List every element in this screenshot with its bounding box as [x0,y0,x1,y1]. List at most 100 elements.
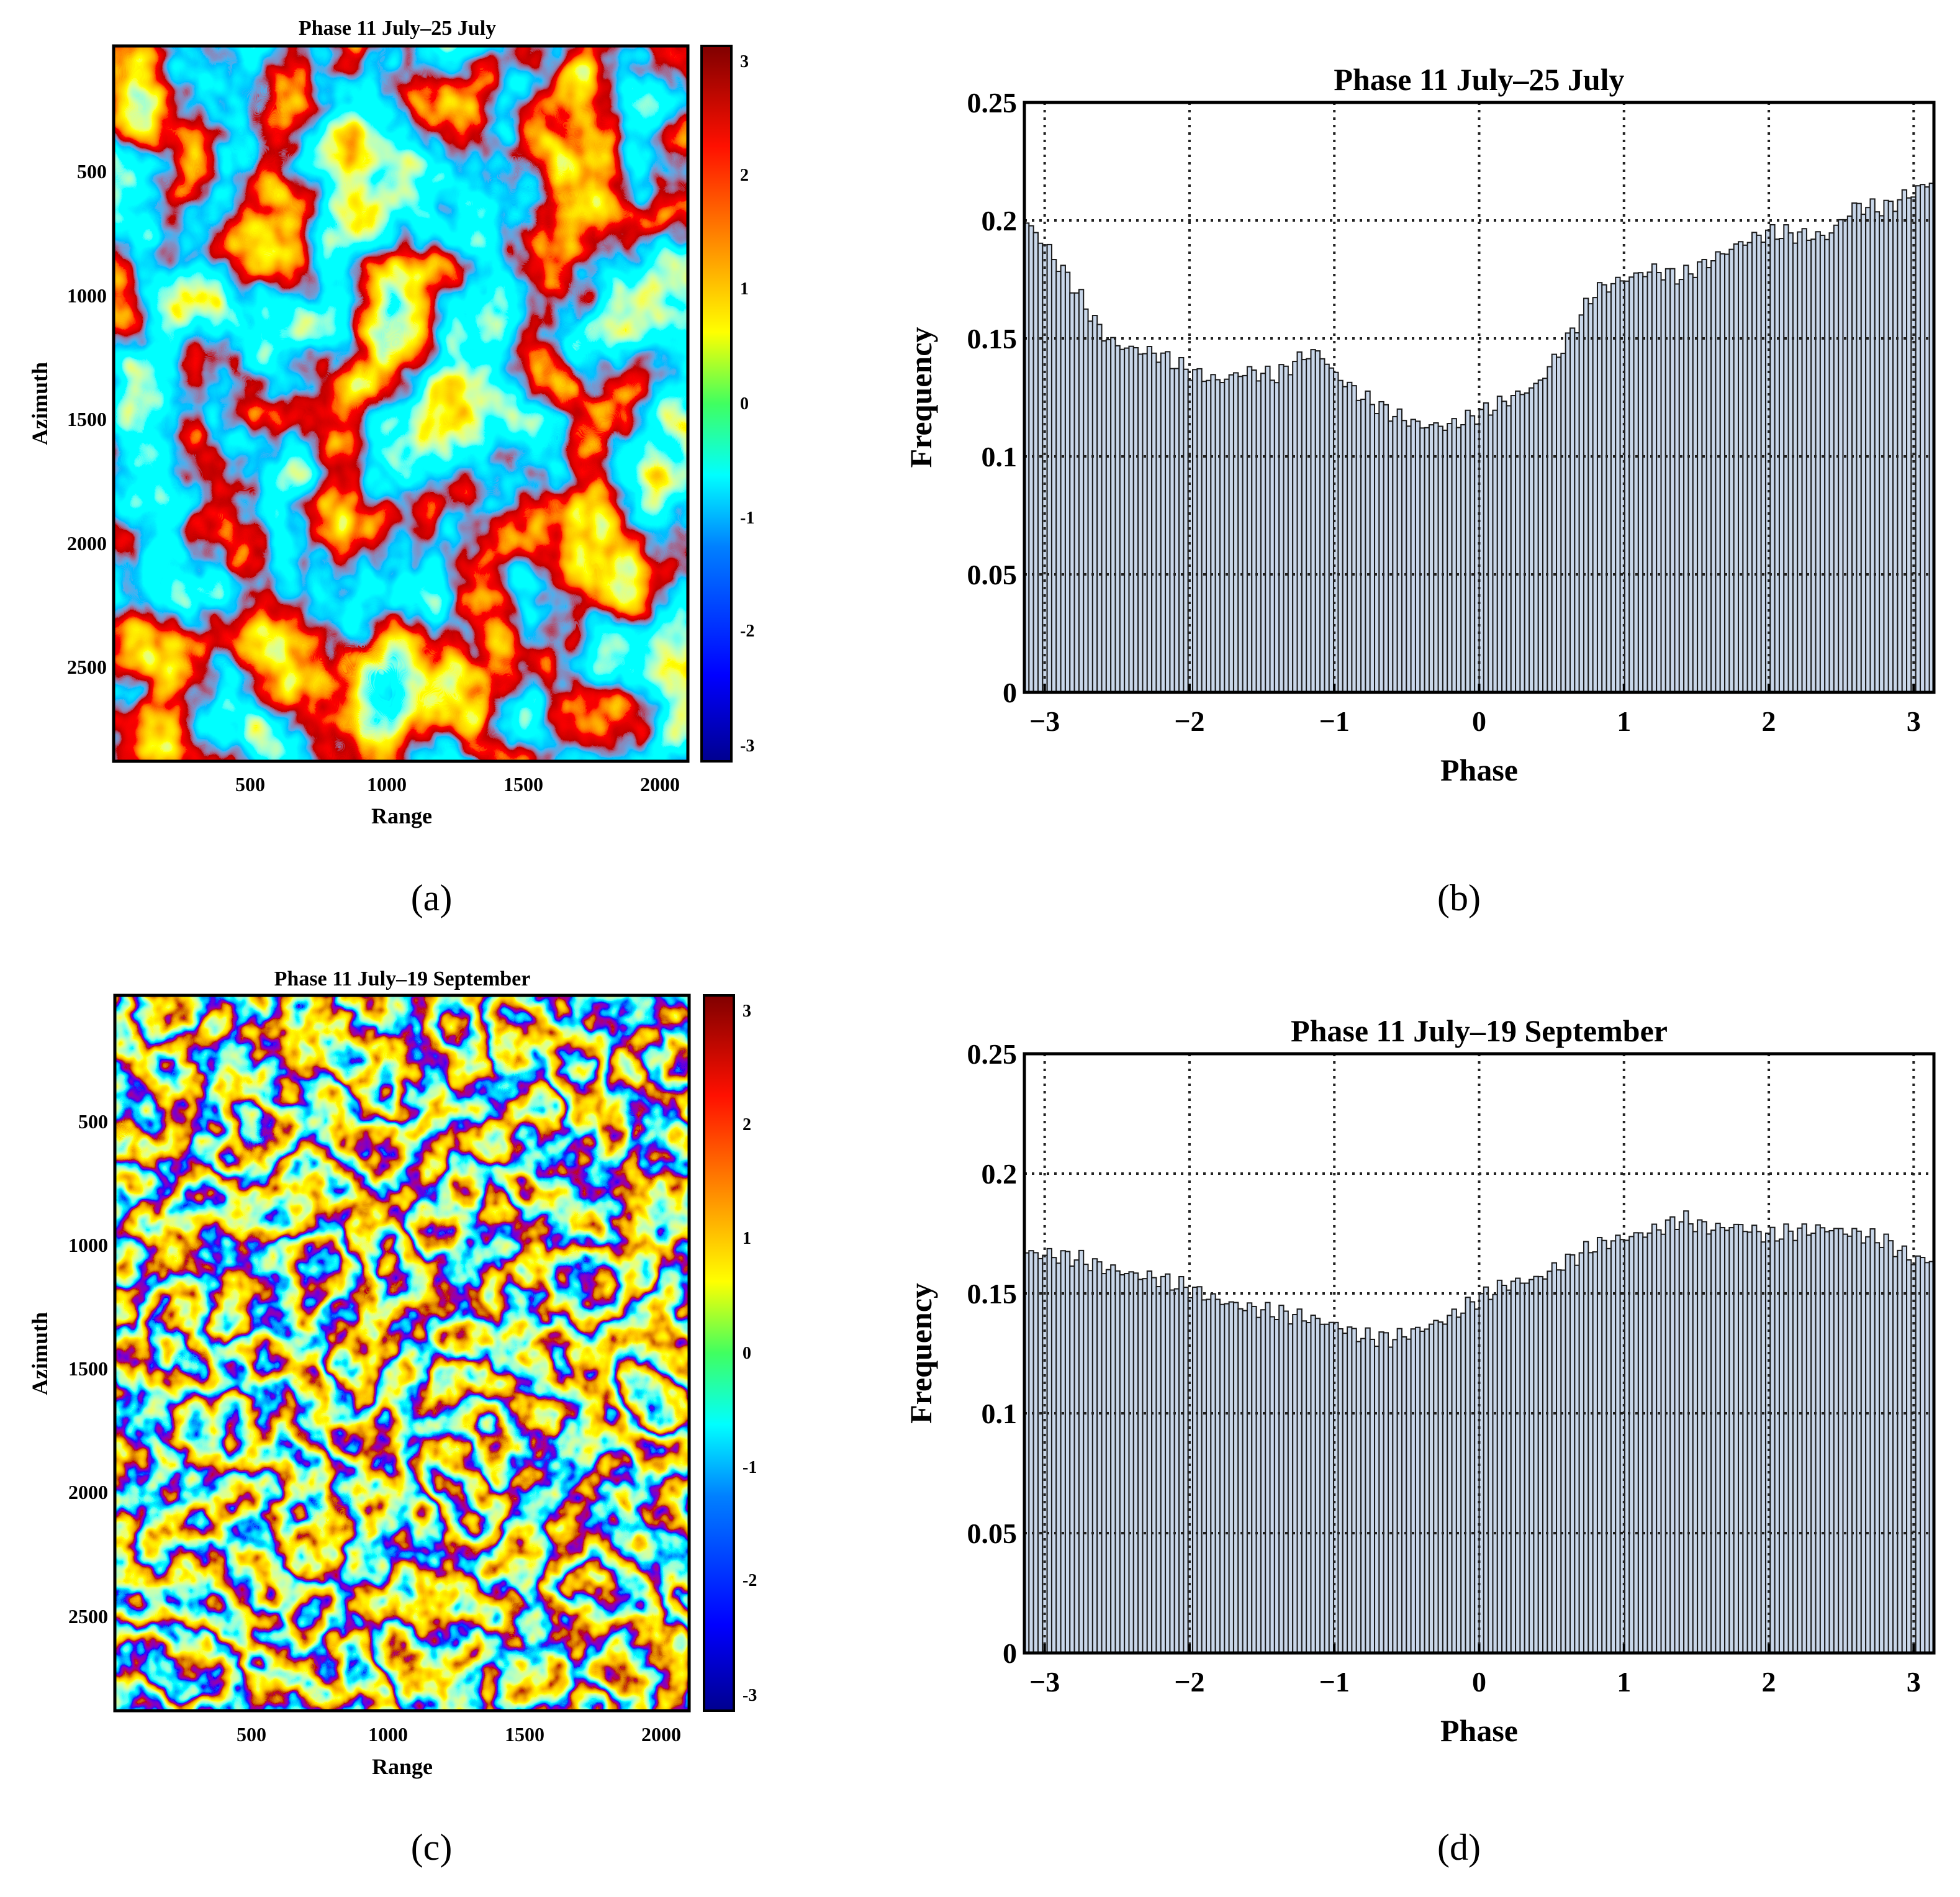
panel-d-bar [1388,1346,1394,1654]
panel-d-title: Phase 11 July–19 September [1291,1013,1668,1048]
panel-b-histogram: −3 −2 −1 0 1 2 3 0 0.05 0.1 0.15 0.2 0.25 Phase 11 Ju… [903,62,1936,787]
panel-d-caption: (d) [1437,1827,1481,1868]
panel-b-bar [1738,241,1744,693]
panel-d-bar [1160,1275,1167,1654]
panel-d-bar [1615,1234,1621,1654]
panel-b-bar [1050,259,1057,694]
panel-d-bar [1851,1228,1858,1654]
panel-d-bar [1824,1231,1830,1654]
panel-b-bar [1242,374,1248,693]
panel-a-cbar-tick: -2 [740,622,754,641]
panel-b-bar [1447,423,1453,694]
panel-a-ytick: 2000 [67,532,107,555]
panel-d-bar [1087,1270,1093,1654]
panel-d-bar [1196,1286,1203,1654]
panel-d-bar [1660,1233,1666,1654]
panel-d-bar [1860,1242,1867,1654]
panel-d-bar [1633,1232,1639,1654]
panel-c-title: Phase 11 July–19 September [274,967,531,990]
panel-d-bar [1537,1275,1544,1654]
panel-d-bar [1501,1285,1507,1654]
panel-d-bar [1492,1293,1498,1654]
panel-a-yticks: 500 1000 1500 2000 2500 [67,160,107,678]
panel-b-bar [1510,395,1517,694]
panel-b-bar [1783,224,1789,693]
panel-b-bar [1906,197,1912,693]
panel-b-bar [1778,238,1785,693]
panel-b-bar [1383,404,1389,693]
panel-b-title: Phase 11 July–25 July [1334,62,1624,97]
panel-d-bar [1701,1221,1707,1654]
panel-d-bar [1119,1274,1126,1654]
panel-b-bar [1542,378,1548,694]
panel-b-bar [1037,242,1044,693]
panel-d-ytick: 0.1 [982,1398,1018,1429]
panel-b-bar [1410,419,1416,694]
panel-d-bar [1146,1270,1153,1654]
panel-d-bar [1733,1223,1740,1654]
panel-b-bar [1333,371,1339,693]
panel-b-bar [1196,368,1203,693]
panel-d-bar [1206,1298,1212,1654]
panel-d-bar [1073,1259,1080,1654]
panel-b-bar [1110,337,1116,693]
panel-b-bar [1760,242,1766,693]
panel-d-bar [1101,1273,1107,1654]
panel-b-bar [1683,265,1689,693]
panel-b-bar [1920,184,1926,693]
panel-b-bar [1101,340,1107,693]
panel-d-bar [1574,1264,1580,1654]
panel-d-bar [1378,1331,1384,1654]
panel-d-bar [1651,1223,1658,1654]
panel-b-bar [1787,232,1794,693]
panel-b-bar [1488,414,1494,693]
panel-b-bar [1815,231,1821,693]
panel-d-bar [1278,1305,1285,1654]
panel-d-bar [1533,1275,1539,1654]
panel-b-bar [1224,378,1230,693]
panel-c-xtick: 500 [237,1723,266,1745]
panel-b-bar [1751,232,1758,693]
panel-b-bar [1069,292,1075,693]
panel-a-cbar-tick: -1 [740,509,754,528]
panel-d-bar [1091,1258,1098,1654]
panel-b-bar [1287,374,1294,694]
panel-b-bar [1674,283,1680,693]
panel-b-bar [1851,202,1858,694]
panel-b-bar [1496,396,1503,693]
panel-d-bar [1255,1316,1262,1654]
panel-b-bar [1637,272,1644,693]
panel-b-bar [1306,358,1312,693]
panel-c-phase-map: Phase 11 July–19 September 500 1000 1500… [27,967,757,1868]
panel-d-bar [1060,1250,1066,1654]
panel-b-bar [1819,234,1826,693]
panel-d-bar [1083,1264,1089,1654]
panel-d-bar [1705,1233,1712,1654]
panel-d-bar [1915,1255,1922,1654]
panel-b-xtick: 1 [1617,705,1631,737]
panel-d-bar [1519,1282,1525,1654]
panel-d-bar [1560,1269,1566,1654]
panel-b-bar [1442,429,1448,693]
panel-d-xticks: −3 −2 −1 0 1 2 3 [1029,1644,1921,1698]
panel-d-bar [1201,1299,1208,1654]
panel-a-colorbar [700,45,733,763]
panel-d-bar [1556,1269,1562,1654]
panel-a-ytick: 1000 [67,284,107,307]
panel-b-bar [1610,283,1617,693]
panel-d-bar [1715,1223,1721,1654]
panel-b-bar [1687,273,1694,694]
panel-d-bar [1887,1240,1894,1654]
panel-b-bar [1465,409,1471,693]
panel-d-bar [1874,1242,1881,1654]
panel-b-bar [1210,374,1216,694]
panel-b-bar [1605,291,1612,693]
panel-b-bar [1064,271,1071,693]
panel-d-bar [1719,1226,1726,1654]
panel-b-bar [1155,361,1162,693]
panel-d-bar [1069,1265,1075,1654]
panel-d-histogram: −3 −2 −1 0 1 2 3 0 0.05 0.1 0.15 0.2 0.25 Phase 11 Ju… [903,1013,1936,1748]
panel-b-bar [1660,279,1666,694]
panel-b-bar [1283,365,1289,693]
panel-d-ytick: 0.15 [967,1278,1018,1310]
